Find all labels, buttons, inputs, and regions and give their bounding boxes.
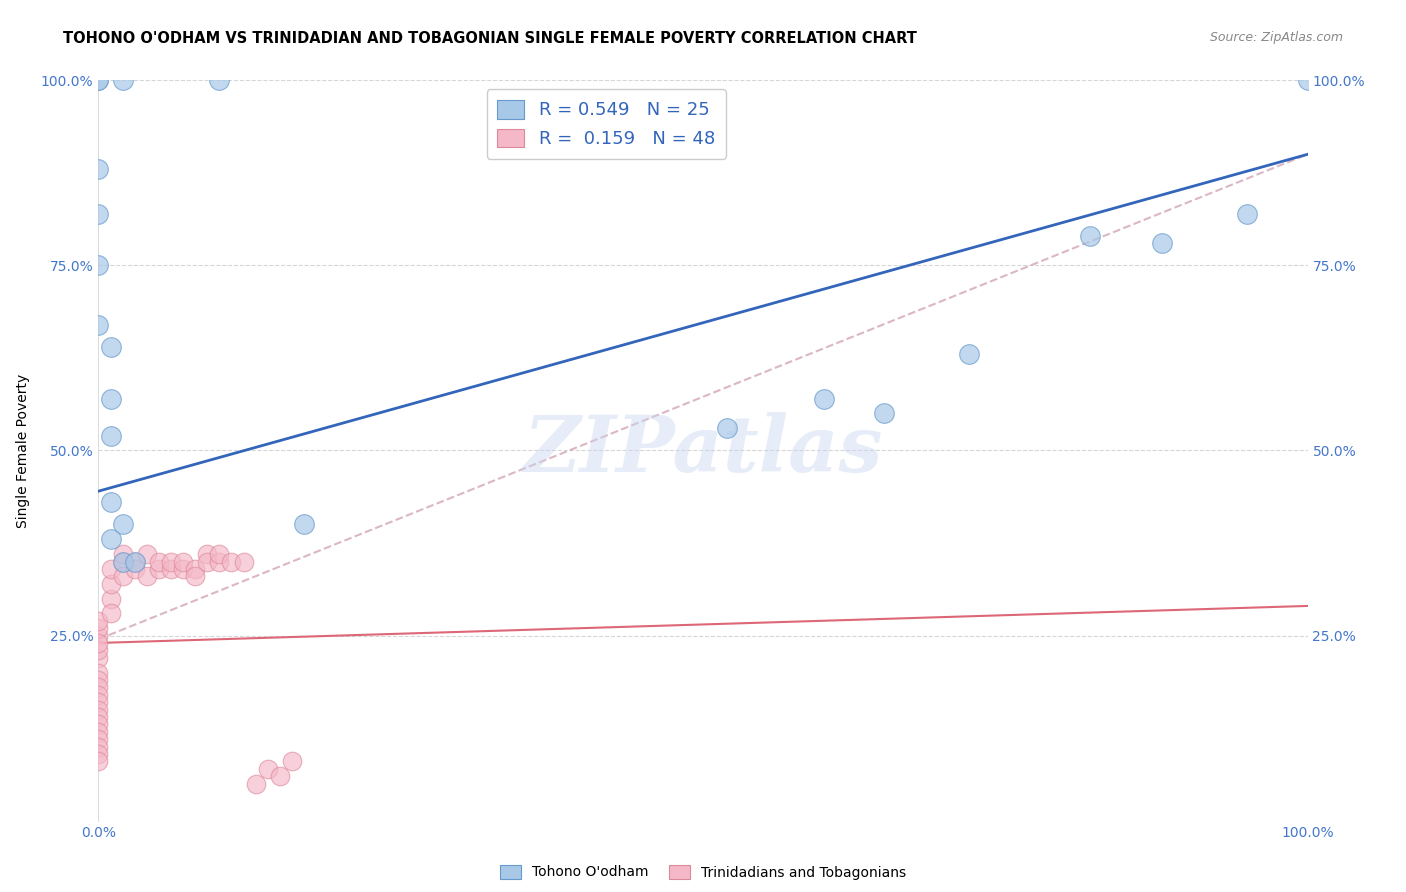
Point [148, 562, 170, 576]
Point [87, 695, 110, 709]
Point [1078, 228, 1101, 243]
Point [87, 643, 110, 657]
Point [87, 755, 110, 769]
Point [208, 547, 231, 561]
Text: ZIPatlas: ZIPatlas [523, 412, 883, 489]
Point [160, 555, 183, 569]
Point [87, 710, 110, 724]
Point [160, 562, 183, 576]
Point [195, 555, 218, 569]
Point [87, 73, 110, 87]
Point [208, 73, 231, 87]
Point [135, 569, 157, 583]
Point [100, 576, 122, 591]
Point [281, 755, 304, 769]
Point [100, 340, 122, 354]
Point [124, 555, 146, 569]
Point [184, 562, 207, 576]
Point [111, 547, 134, 561]
Legend: R = 0.549   N = 25, R =  0.159   N = 48: R = 0.549 N = 25, R = 0.159 N = 48 [486, 89, 725, 159]
Point [124, 555, 146, 569]
Point [87, 717, 110, 731]
Point [87, 259, 110, 273]
Point [87, 614, 110, 628]
Point [148, 555, 170, 569]
Point [100, 392, 122, 406]
Point [87, 724, 110, 739]
Point [269, 769, 291, 783]
Legend: Tohono O'odham, Trinidadians and Tobagonians: Tohono O'odham, Trinidadians and Tobagon… [495, 859, 911, 885]
Point [245, 776, 267, 791]
Point [111, 555, 134, 569]
Point [87, 628, 110, 642]
Point [87, 318, 110, 332]
Point [256, 762, 278, 776]
Point [87, 206, 110, 220]
Point [111, 555, 134, 569]
Point [87, 688, 110, 702]
Point [87, 673, 110, 687]
Point [111, 569, 134, 583]
Point [100, 591, 122, 606]
Point [184, 569, 207, 583]
Y-axis label: Single Female Poverty: Single Female Poverty [15, 374, 30, 527]
Point [87, 162, 110, 177]
Point [221, 555, 243, 569]
Point [208, 555, 231, 569]
Point [124, 562, 146, 576]
Text: TOHONO O'ODHAM VS TRINIDADIAN AND TOBAGONIAN SINGLE FEMALE POVERTY CORRELATION C: TOHONO O'ODHAM VS TRINIDADIAN AND TOBAGO… [63, 31, 917, 46]
Point [1296, 73, 1319, 87]
Point [873, 407, 896, 421]
Text: Source: ZipAtlas.com: Source: ZipAtlas.com [1209, 31, 1343, 45]
Point [100, 607, 122, 621]
Point [87, 747, 110, 761]
Point [232, 555, 254, 569]
Point [172, 562, 194, 576]
Point [87, 703, 110, 717]
Point [1152, 236, 1174, 251]
Point [716, 421, 738, 435]
Point [87, 665, 110, 680]
Point [100, 562, 122, 576]
Point [172, 555, 194, 569]
Point [111, 73, 134, 87]
Point [100, 533, 122, 547]
Point [87, 739, 110, 754]
Point [195, 547, 218, 561]
Point [87, 650, 110, 665]
Point [87, 621, 110, 635]
Point [87, 681, 110, 695]
Point [135, 547, 157, 561]
Point [87, 636, 110, 650]
Point [100, 428, 122, 442]
Point [87, 732, 110, 747]
Point [87, 73, 110, 87]
Point [292, 517, 315, 532]
Point [957, 347, 980, 361]
Point [1236, 206, 1258, 220]
Point [100, 495, 122, 509]
Point [111, 517, 134, 532]
Point [813, 392, 835, 406]
